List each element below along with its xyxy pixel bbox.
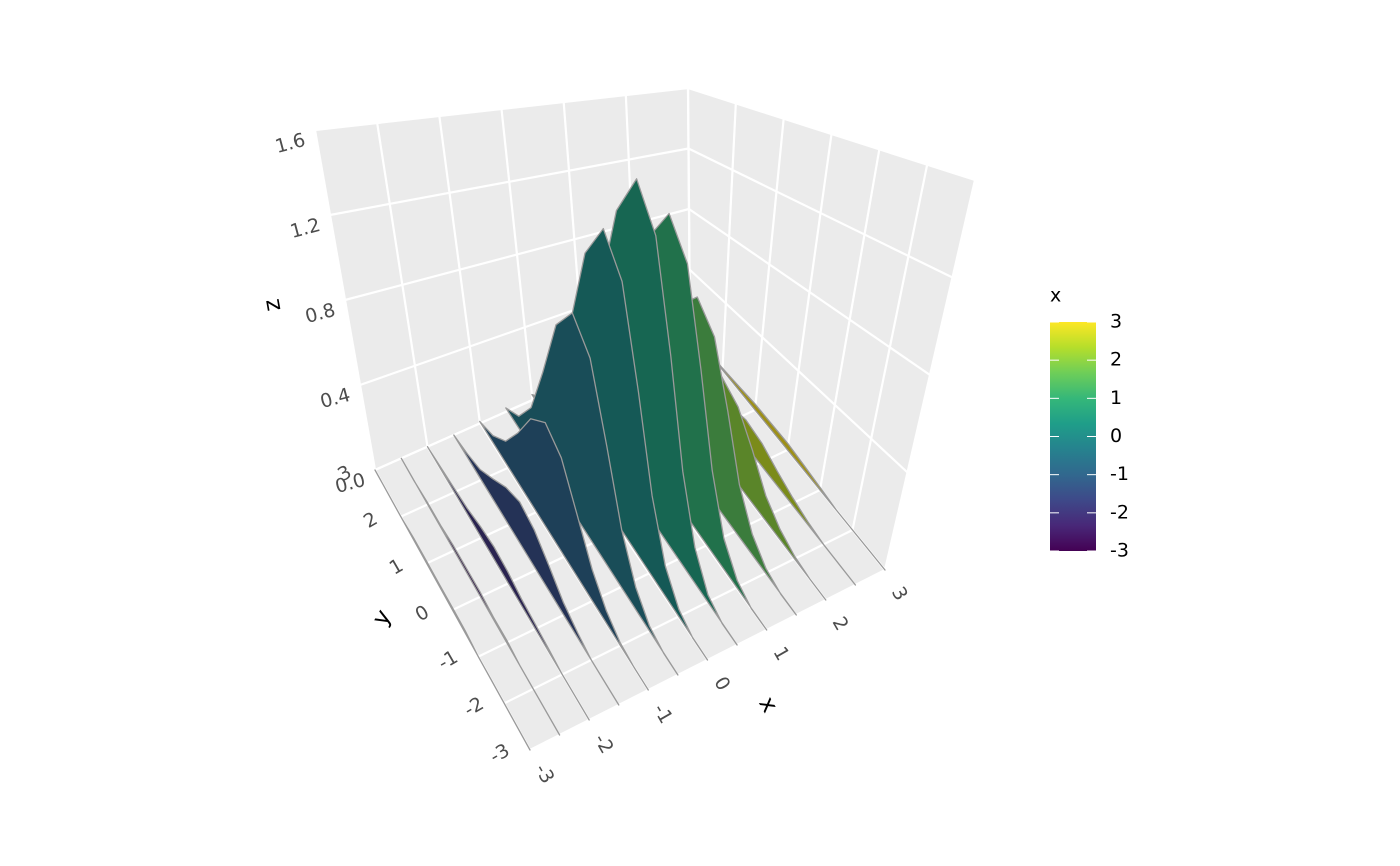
x-tick-label: -2: [589, 730, 618, 757]
side-wall: [688, 88, 975, 570]
legend-label: 3: [1110, 311, 1122, 333]
z-tick-label: 1.2: [288, 214, 323, 243]
ridge: [505, 312, 679, 676]
legend-title: x: [1050, 285, 1061, 307]
x-tick-label: 1: [769, 643, 794, 664]
x-tick-label: -1: [649, 700, 678, 727]
ridge: [479, 418, 649, 691]
z-axis-title: z: [259, 297, 287, 313]
legend-label: -1: [1110, 463, 1129, 485]
grid-line: [688, 147, 953, 279]
ridge: [426, 446, 590, 721]
y-tick-label: -1: [434, 646, 461, 675]
z-tick-label: 0.4: [318, 384, 353, 413]
x-tick-label: 0: [709, 673, 734, 694]
legend-label: -2: [1110, 501, 1129, 523]
x-tick-label: 3: [887, 583, 912, 604]
grid-line: [329, 147, 689, 217]
z-tick-label: 1.6: [273, 129, 308, 158]
y-tick-label: 0: [412, 601, 433, 626]
z-tick-label: 0.8: [303, 299, 338, 328]
y-tick-label: 1: [386, 554, 407, 579]
legend-label: 0: [1110, 425, 1122, 447]
y-tick-label: 2: [360, 508, 381, 533]
ridge: [374, 469, 531, 751]
ridge: [400, 457, 561, 736]
x-tick-label: 2: [828, 613, 853, 634]
y-tick-label: -3: [486, 739, 513, 768]
grid-line: [688, 208, 931, 376]
legend-label: -3: [1110, 540, 1129, 562]
back-wall: [315, 88, 690, 470]
legend-label: 2: [1110, 349, 1122, 371]
ridge: [453, 434, 620, 706]
y-axis-title: y: [367, 605, 396, 630]
legend-label: 1: [1110, 387, 1122, 409]
grid-line: [314, 86, 689, 132]
x-axis-title: x: [753, 692, 782, 717]
grid-line: [687, 86, 976, 182]
x-tick-label: -3: [530, 760, 559, 787]
y-tick-label: -2: [460, 693, 487, 722]
grid-line: [688, 268, 909, 474]
